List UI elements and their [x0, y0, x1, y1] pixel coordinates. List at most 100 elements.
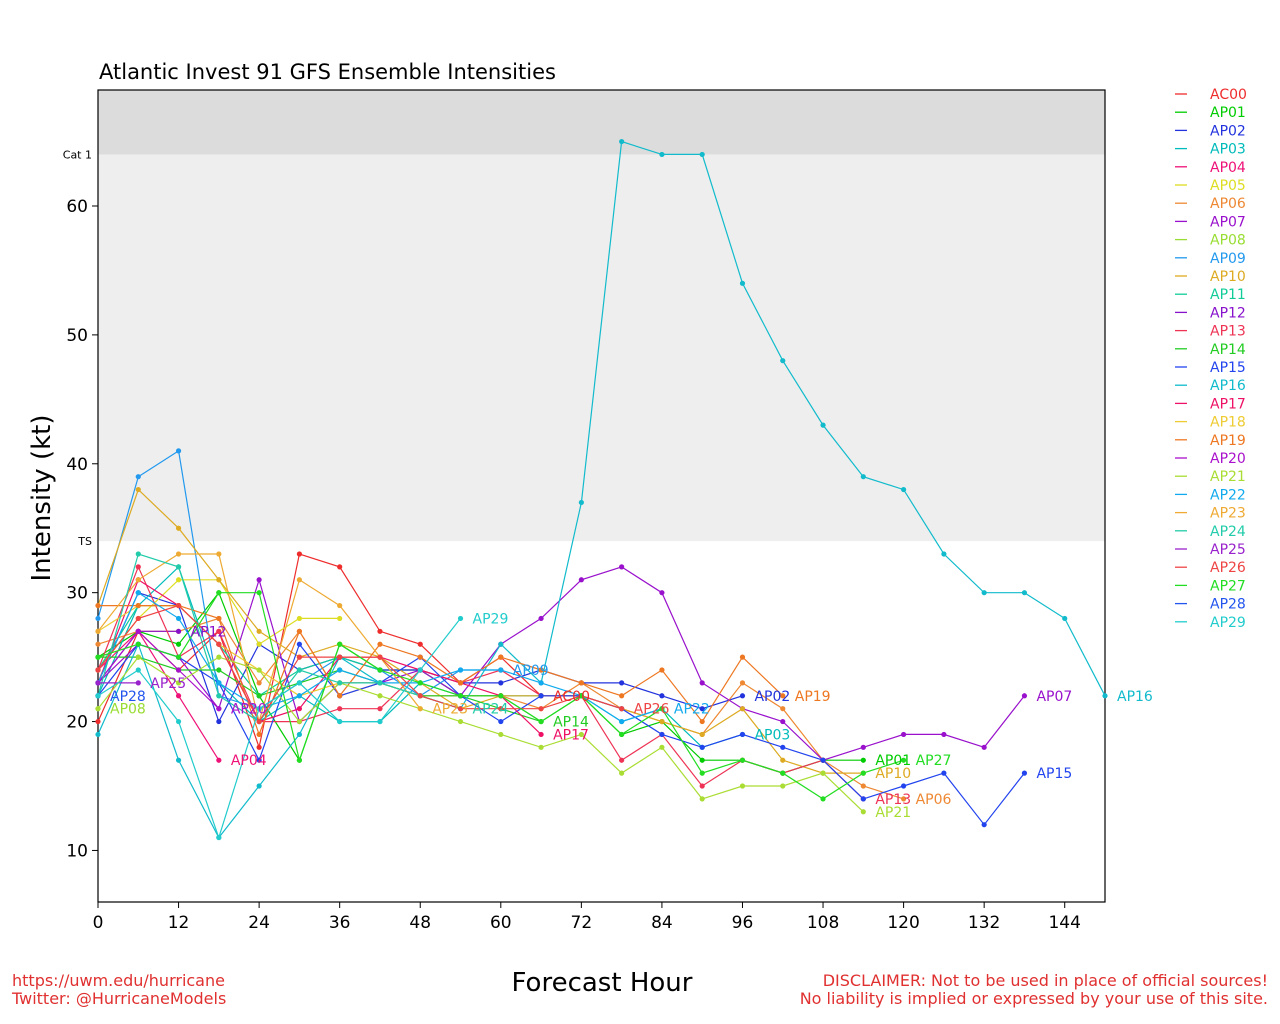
legend-item-ap02: AP02 — [1175, 123, 1246, 139]
data-point — [256, 693, 262, 699]
data-point — [417, 654, 423, 660]
data-point — [337, 693, 343, 699]
series-ap27 — [95, 590, 907, 802]
band-label: TS — [77, 535, 92, 548]
data-point — [699, 757, 705, 763]
footer-twitter: Twitter: @HurricaneModels — [12, 989, 227, 1008]
data-point — [538, 667, 544, 673]
data-point — [578, 693, 584, 699]
legend-label: AP17 — [1210, 396, 1246, 412]
data-point — [95, 615, 101, 622]
data-point — [95, 718, 101, 725]
data-point — [457, 693, 464, 699]
data-point — [296, 615, 302, 622]
data-point — [457, 706, 464, 712]
end-label: AP02 — [754, 689, 790, 705]
data-point — [578, 577, 584, 583]
x-tick-label: 120 — [887, 913, 919, 933]
legend-label: AP23 — [1210, 506, 1246, 522]
data-point — [296, 706, 302, 712]
data-point — [619, 770, 625, 776]
data-point — [417, 706, 423, 712]
legend-item-ap22: AP22 — [1175, 487, 1246, 503]
series-line — [98, 604, 784, 737]
x-tick-label: 12 — [168, 913, 190, 933]
data-point — [578, 731, 584, 738]
data-point — [216, 615, 222, 622]
data-point — [941, 551, 947, 557]
data-point — [981, 590, 987, 596]
end-label: AP28 — [110, 689, 146, 705]
legend-label: AP15 — [1210, 360, 1246, 376]
end-label: AP17 — [553, 727, 589, 743]
y-tick-label: 40 — [66, 455, 88, 475]
data-point — [498, 680, 504, 686]
y-tick-label: 10 — [66, 841, 88, 861]
end-label: AP24 — [473, 702, 509, 718]
data-point — [175, 551, 182, 557]
data-point — [699, 744, 705, 750]
data-point — [95, 706, 101, 712]
data-point — [498, 706, 504, 712]
x-tick-label: 36 — [329, 913, 351, 933]
legend-label: AP13 — [1210, 324, 1246, 340]
data-point — [538, 693, 544, 699]
legend-label: AP21 — [1210, 469, 1246, 485]
end-labels: AC00 AP01 AP02 AP03 AP04 AP06 AP07 AP08 AP09 AP10… — [110, 611, 1153, 820]
data-point — [296, 718, 302, 725]
legend-item-ac00: AC00 — [1175, 87, 1247, 103]
end-label: AP26 — [634, 702, 670, 718]
data-point — [256, 744, 262, 750]
data-point — [175, 693, 182, 699]
end-label: AP12 — [191, 624, 227, 640]
data-point — [901, 731, 907, 738]
data-point — [780, 693, 786, 699]
legend-label: AP24 — [1210, 524, 1246, 540]
x-tick-label: 72 — [571, 913, 593, 933]
legend-item-ap17: AP17 — [1175, 396, 1246, 412]
data-point — [175, 628, 182, 634]
data-point — [739, 693, 746, 699]
data-point — [216, 654, 222, 660]
data-point — [457, 718, 464, 725]
end-label: AP09 — [513, 663, 549, 679]
y-tick-label: 20 — [66, 713, 88, 733]
end-label: AP04 — [231, 753, 267, 769]
end-label: AP25 — [150, 676, 186, 692]
data-point — [256, 783, 262, 789]
data-point — [95, 654, 101, 660]
data-point — [296, 731, 302, 738]
data-point — [739, 654, 746, 660]
data-point — [619, 757, 625, 763]
axes: 0 12 24 36 48 60 72 84 96 108 120 132 144 10 20 30 40 50 6… — [66, 197, 1081, 933]
legend-item-ap01: AP01 — [1175, 105, 1246, 121]
x-tick-label: 108 — [807, 913, 839, 933]
data-point — [498, 718, 504, 725]
data-point — [377, 667, 383, 673]
data-point — [981, 744, 987, 750]
legend-label: AC00 — [1210, 87, 1247, 103]
data-point — [135, 590, 141, 596]
data-point — [175, 654, 182, 660]
data-point — [659, 718, 665, 725]
data-point — [699, 151, 705, 158]
end-label: AP29 — [473, 611, 509, 627]
legend-item-ap25: AP25 — [1175, 542, 1246, 558]
legend-item-ap09: AP09 — [1175, 251, 1246, 267]
legend-label: AP16 — [1210, 378, 1246, 394]
data-point — [296, 551, 302, 557]
data-point — [619, 718, 625, 725]
data-point — [780, 757, 786, 763]
data-point — [175, 718, 182, 725]
legend-label: AP12 — [1210, 305, 1246, 321]
data-point — [377, 706, 383, 712]
plot-frame — [97, 89, 1106, 903]
data-point — [619, 138, 625, 145]
disclaimer-line-2: No liability is implied or expressed by … — [799, 989, 1268, 1008]
end-label: AP22 — [674, 702, 710, 718]
data-point — [175, 448, 182, 454]
end-label: AP21 — [875, 805, 911, 821]
data-point — [337, 680, 343, 686]
footer-disclaimer: DISCLAIMER: Not to be used in place of o… — [800, 972, 1268, 1008]
footer-url[interactable]: https://uwm.edu/hurricane — [12, 971, 225, 990]
